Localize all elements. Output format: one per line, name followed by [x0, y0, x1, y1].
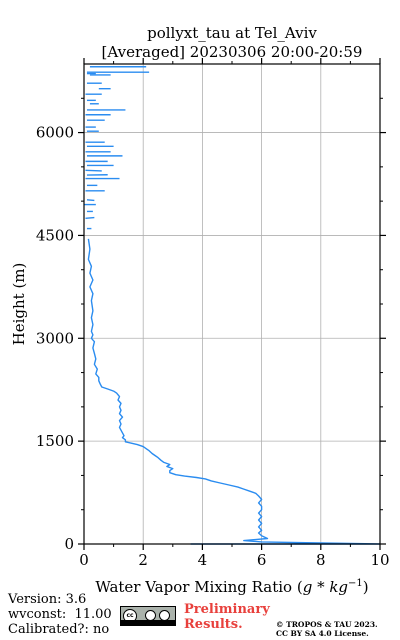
version-text: Version: 3.6: [8, 592, 87, 607]
axis-ticks: 0 2 4 6 8 10 0 1500 3000 4500 6000: [36, 58, 390, 569]
copyright-notice: © TROPOS & TAU 2023. CC BY SA 4.0 Licens…: [276, 620, 378, 638]
profile-line: [87, 238, 381, 545]
x-tick-label: 2: [138, 551, 148, 569]
chart-subtitle: [Averaged] 20230306 20:00-20:59: [102, 43, 363, 61]
profile-segment: [85, 216, 95, 219]
x-axis-label-exponent: −1: [348, 578, 363, 589]
x-axis-label: Water Vapor Mixing Ratio (g * kg−1): [95, 578, 368, 596]
chart-title: pollyxt_tau at Tel_Aviv: [147, 24, 317, 42]
preliminary-line2: Results.: [184, 617, 243, 632]
x-axis-label-unit: g * kg: [303, 578, 348, 596]
x-tick-label: 0: [79, 551, 89, 569]
y-tick-label: 6000: [36, 124, 74, 142]
calibrated-text: Calibrated?: no: [8, 622, 110, 637]
profile-segment: [86, 199, 95, 202]
preliminary-line1: Preliminary: [184, 602, 270, 617]
y-tick-label: 1500: [36, 432, 74, 450]
cc-badge-strip: [121, 620, 175, 625]
plot-data: [84, 66, 381, 545]
y-tick-label: 4500: [36, 226, 74, 244]
y-tick-label: 0: [64, 535, 74, 553]
y-axis-label: Height (m): [10, 263, 28, 346]
grid: [84, 64, 380, 544]
preliminary-notice: Preliminary Results.: [184, 602, 270, 632]
copyright-line1: © TROPOS & TAU 2023.: [276, 620, 378, 629]
x-axis-label-prefix: Water Vapor Mixing Ratio (: [95, 578, 302, 596]
x-tick-label: 4: [198, 551, 208, 569]
profile-segment: [85, 169, 102, 172]
plot-frame: [83, 63, 381, 545]
x-tick-label: 8: [316, 551, 326, 569]
x-axis-label-suffix: ): [363, 578, 369, 596]
wvconst-text: wvconst: 11.00: [8, 607, 112, 622]
cc-license-badge: cc: [120, 606, 176, 626]
copyright-line2: CC BY SA 4.0 License.: [276, 629, 369, 638]
x-tick-label: 10: [370, 551, 389, 569]
x-tick-label: 6: [257, 551, 267, 569]
y-tick-label: 3000: [36, 329, 74, 347]
